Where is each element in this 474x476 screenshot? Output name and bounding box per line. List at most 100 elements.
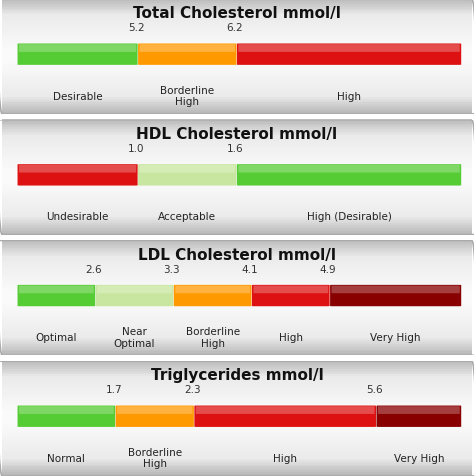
Bar [2, 153, 472, 155]
Bar [2, 428, 472, 430]
Bar [2, 455, 472, 457]
FancyBboxPatch shape [331, 286, 460, 294]
FancyBboxPatch shape [139, 45, 235, 53]
Bar [2, 105, 472, 107]
Bar [2, 287, 472, 288]
Bar [2, 212, 472, 214]
FancyBboxPatch shape [18, 165, 137, 186]
Bar [2, 262, 472, 264]
Bar [2, 208, 472, 210]
Bar [2, 32, 472, 34]
Bar [2, 456, 472, 459]
Bar [2, 181, 472, 184]
Bar [2, 349, 472, 352]
Bar [2, 44, 472, 46]
Bar [2, 447, 472, 449]
Bar [2, 155, 472, 157]
Bar [2, 254, 472, 256]
Bar [2, 91, 472, 94]
Bar [2, 48, 472, 50]
Bar [2, 6, 472, 8]
Bar [2, 436, 472, 438]
FancyBboxPatch shape [117, 407, 192, 414]
Bar [2, 252, 472, 254]
Text: Borderline
High: Borderline High [128, 447, 182, 468]
Bar [2, 147, 472, 149]
Text: High: High [273, 453, 297, 463]
Text: Near
Optimal: Near Optimal [114, 327, 155, 348]
Bar [2, 388, 472, 390]
Bar [2, 204, 472, 207]
Bar [2, 172, 472, 174]
Bar [2, 434, 472, 436]
Bar [2, 266, 472, 268]
Bar [2, 256, 472, 258]
Bar [2, 363, 472, 365]
Bar [2, 130, 472, 132]
Bar [2, 424, 472, 426]
Bar [2, 10, 472, 11]
Bar [2, 63, 472, 65]
Text: 4.1: 4.1 [242, 264, 258, 274]
Bar [2, 38, 472, 40]
Bar [2, 128, 472, 130]
Bar [2, 396, 472, 397]
Bar [2, 411, 472, 413]
Bar [2, 219, 472, 222]
Bar [2, 69, 472, 71]
Bar [2, 401, 472, 403]
Bar [2, 84, 472, 86]
Bar [2, 243, 472, 245]
Bar [2, 437, 472, 440]
Bar [2, 439, 472, 442]
Bar [2, 95, 472, 98]
FancyBboxPatch shape [175, 286, 250, 294]
Bar [2, 328, 472, 331]
Bar [2, 453, 472, 455]
Bar [2, 260, 472, 262]
Bar [2, 72, 472, 75]
Bar [2, 126, 472, 128]
Bar [2, 323, 472, 325]
Bar [2, 269, 472, 271]
FancyBboxPatch shape [194, 406, 376, 427]
Text: High: High [337, 91, 361, 101]
Bar [2, 164, 472, 166]
Bar [2, 159, 472, 160]
Bar [2, 371, 472, 373]
Bar [2, 51, 472, 53]
Bar [2, 233, 472, 235]
Bar [2, 29, 472, 30]
Bar [2, 124, 472, 126]
Bar [2, 273, 472, 275]
Bar [2, 107, 472, 109]
Bar [2, 472, 472, 474]
Bar [2, 309, 472, 312]
Text: Undesirable: Undesirable [46, 212, 109, 222]
Bar [2, 247, 472, 248]
Bar [2, 134, 472, 136]
Text: Borderline
High: Borderline High [186, 327, 240, 348]
FancyBboxPatch shape [19, 407, 114, 414]
Text: Optimal: Optimal [36, 332, 77, 342]
Text: 3.3: 3.3 [164, 264, 180, 274]
Bar [2, 386, 472, 388]
Bar [2, 42, 472, 44]
Bar [2, 296, 472, 298]
Bar [2, 162, 472, 164]
Bar [2, 346, 472, 348]
Bar [2, 380, 472, 382]
Bar [2, 347, 472, 350]
Text: LDL Cholesterol mmol/l: LDL Cholesterol mmol/l [138, 247, 336, 262]
Bar [2, 458, 472, 461]
Bar [2, 11, 472, 13]
Bar [2, 351, 472, 354]
Bar [2, 195, 472, 197]
Bar [2, 327, 472, 329]
Bar [2, 136, 472, 138]
Bar [2, 250, 472, 252]
Bar [2, 264, 472, 266]
Bar [2, 25, 472, 27]
Bar [2, 377, 472, 378]
Bar [2, 418, 472, 421]
